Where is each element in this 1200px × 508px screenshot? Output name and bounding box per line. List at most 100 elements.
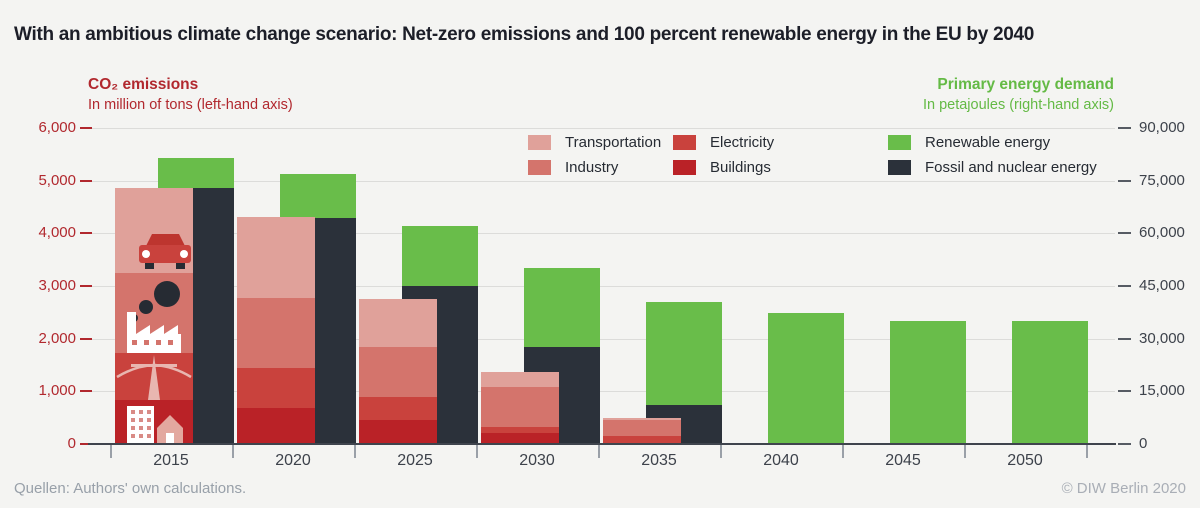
right-axis-tick-label: 0 (1139, 435, 1148, 452)
electricity-segment (237, 368, 315, 409)
right-axis-heading-block: Primary energy demand In petajoules (rig… (923, 74, 1114, 116)
left-axis-tick-label: 6,000 (38, 119, 76, 136)
buildings-icon (127, 405, 183, 444)
right-axis-tick (1118, 232, 1131, 235)
co2-bar (359, 298, 437, 444)
right-axis-tick (1118, 127, 1131, 129)
legend-swatch-electricity (673, 135, 696, 150)
left-axis-tick (80, 127, 92, 129)
legend-column: Transportation Industry (528, 134, 661, 176)
co2-bar (115, 188, 193, 444)
legend-label: Renewable energy (925, 134, 1051, 151)
renewable-energy-segment (646, 301, 722, 406)
left-axis-subheading: In million of tons (left-hand axis) (88, 97, 293, 113)
x-axis-tick (354, 445, 356, 458)
left-axis-tick (80, 179, 92, 182)
transportation-segment (359, 298, 437, 347)
x-axis-year-label: 2015 (153, 452, 189, 469)
right-axis-subheading: In petajoules (right-hand axis) (922, 97, 1114, 113)
legend-swatch-renewable-energy (888, 135, 911, 150)
left-axis-tick (80, 390, 92, 393)
renewable-energy-segment (890, 321, 966, 444)
transportation-segment (237, 217, 315, 299)
x-axis-tick (110, 445, 112, 458)
smoke-icon (130, 280, 180, 322)
left-axis-tick-label: 5,000 (38, 171, 76, 189)
x-axis-year-label: 2035 (641, 452, 677, 469)
legend-label: Transportation (565, 134, 662, 151)
legend-column: Renewable energy Fossil and nuclear energ… (888, 134, 1097, 176)
legend-swatch-transportation (528, 135, 551, 150)
legend-item: Transportation (528, 134, 661, 151)
co2-bar (603, 417, 681, 444)
gridline (90, 233, 1115, 235)
co2-bar (481, 371, 559, 444)
left-axis-tick-label: 3,000 (38, 277, 76, 294)
right-axis-tick (1118, 179, 1131, 182)
legend-item: Renewable energy (888, 134, 1097, 151)
left-axis-tick-label: 4,000 (38, 224, 76, 242)
renewable-energy-segment (280, 173, 356, 218)
renewable-energy-segment (402, 226, 478, 286)
legend-item: Electricity (673, 134, 774, 151)
x-axis-tick (1086, 445, 1088, 458)
energy-bar (890, 321, 966, 444)
x-axis-year-label: 2030 (519, 452, 555, 469)
gridline (90, 338, 1115, 340)
transportation-segment (481, 371, 559, 388)
left-axis-tick-label: 1,000 (38, 382, 76, 400)
source-note: Quellen: Authors' own calculations. (14, 480, 247, 497)
transportation-segment (603, 417, 681, 421)
right-axis-tick-label: 75,000 (1139, 171, 1185, 189)
renewable-energy-segment (768, 313, 844, 444)
x-axis-tick (842, 445, 844, 458)
x-axis-tick (476, 445, 478, 458)
legend-swatch-buildings (673, 160, 696, 175)
energy-bar (768, 313, 844, 444)
legend-swatch-industry (528, 160, 551, 175)
power-pylon-icon (116, 354, 192, 400)
chart-title: With an ambitious climate change scenari… (14, 24, 1035, 45)
right-axis-tick-label: 60,000 (1139, 224, 1185, 242)
x-axis-year-label: 2040 (763, 452, 799, 469)
right-axis-tick-label: 45,000 (1139, 277, 1185, 294)
x-axis-year-label: 2020 (275, 452, 311, 469)
electricity-segment (481, 427, 559, 433)
energy-bar (646, 301, 722, 444)
co2-bar (237, 217, 315, 444)
left-axis-tick-label: 2,000 (38, 329, 76, 347)
electricity-segment (603, 435, 681, 443)
legend-item: Industry (528, 159, 661, 176)
x-axis-tick (720, 445, 722, 458)
left-axis-heading: CO₂ emissions (88, 76, 199, 93)
right-axis-tick-label: 90,000 (1139, 119, 1185, 136)
x-axis-year-label: 2045 (885, 452, 921, 469)
electricity-segment (359, 396, 437, 421)
gridline (90, 391, 1115, 393)
legend-label: Electricity (710, 134, 775, 151)
energy-bar (1012, 321, 1088, 444)
right-axis-tick (1118, 337, 1131, 340)
x-axis-tick (598, 445, 600, 458)
left-axis-tick (80, 285, 92, 287)
x-axis-tick (232, 445, 234, 458)
x-axis-year-label: 2050 (1007, 452, 1043, 469)
gridline (90, 286, 1115, 287)
x-axis-baseline (88, 443, 1116, 445)
factory-icon (127, 311, 181, 353)
industry-segment (237, 298, 315, 369)
legend-label: Industry (565, 159, 619, 176)
buildings-segment (359, 420, 437, 444)
copyright-note: © DIW Berlin 2020 (1061, 480, 1186, 497)
legend-column: Electricity Buildings (673, 134, 774, 176)
left-axis-tick-label: 0 (67, 435, 76, 452)
legend-item: Buildings (673, 159, 774, 176)
left-axis-tick (80, 232, 92, 235)
right-axis-heading: Primary energy demand (937, 76, 1114, 93)
gridline (90, 180, 1115, 182)
x-axis-year-label: 2025 (397, 452, 433, 469)
left-axis-heading-block: CO₂ emissions In million of tons (left-h… (88, 74, 293, 116)
co2-sector-pictograms (116, 233, 192, 444)
right-axis-tick (1118, 443, 1131, 445)
